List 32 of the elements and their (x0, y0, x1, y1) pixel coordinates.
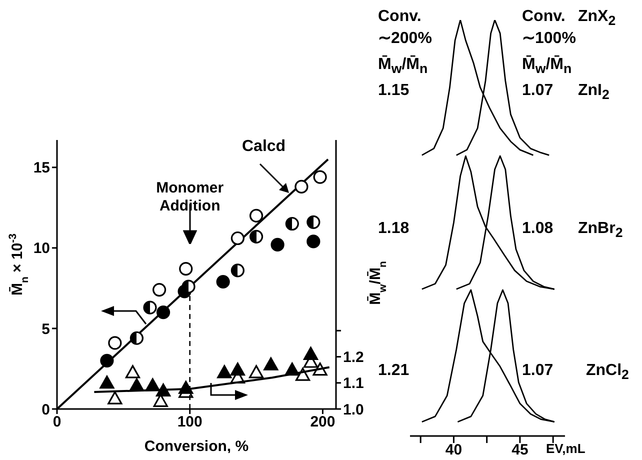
x-tick-label: 45 (512, 442, 528, 459)
y-tick-label: 10 (33, 240, 50, 258)
annotation: 1.07 (522, 362, 554, 380)
x-tick-label: 200 (310, 414, 336, 431)
x-tick-label: 0 (52, 414, 62, 431)
annotation: Calcd (242, 138, 286, 156)
annotation: 1.08 (522, 220, 554, 238)
y-tick-label: 15 (33, 160, 50, 177)
annotation: 1.07 (522, 82, 554, 100)
ref-line-label: Monomer Addition (156, 180, 224, 215)
annotation: ∼200% (378, 30, 432, 48)
text: ZnI$_{2}$ (578, 82, 610, 103)
x-axis-title: EV,mL (546, 441, 586, 456)
text: ZnX$_{2}$ (578, 8, 616, 29)
y2-tick-label: 1.0 (343, 401, 364, 418)
annotation: M̄$_{w}$/M̄$_{n}$ (522, 56, 572, 77)
text: ZnCl$_{2}$ (586, 362, 629, 383)
y-tick-label: 5 (42, 320, 50, 338)
text: 1.15 (378, 82, 410, 100)
annotation: M̄$_{w}$/M̄$_{n}$ (378, 56, 428, 77)
y2-tick-label: 1.2 (343, 349, 364, 366)
text: 1.18 (378, 220, 410, 238)
y-tick-label: 0 (42, 401, 50, 418)
annotation: ∼100% (522, 30, 576, 48)
annotation: Conv. (378, 8, 422, 26)
y2-tick-label: 1.1 (343, 375, 364, 392)
x-axis-title: Conversion, % (144, 438, 249, 455)
x-tick-label: 100 (177, 414, 202, 431)
text: 1.21 (378, 362, 410, 380)
annotation: Conv. (522, 8, 566, 26)
x-tick-label: 40 (445, 442, 462, 459)
text: ZnBr$_{2}$ (578, 220, 623, 241)
